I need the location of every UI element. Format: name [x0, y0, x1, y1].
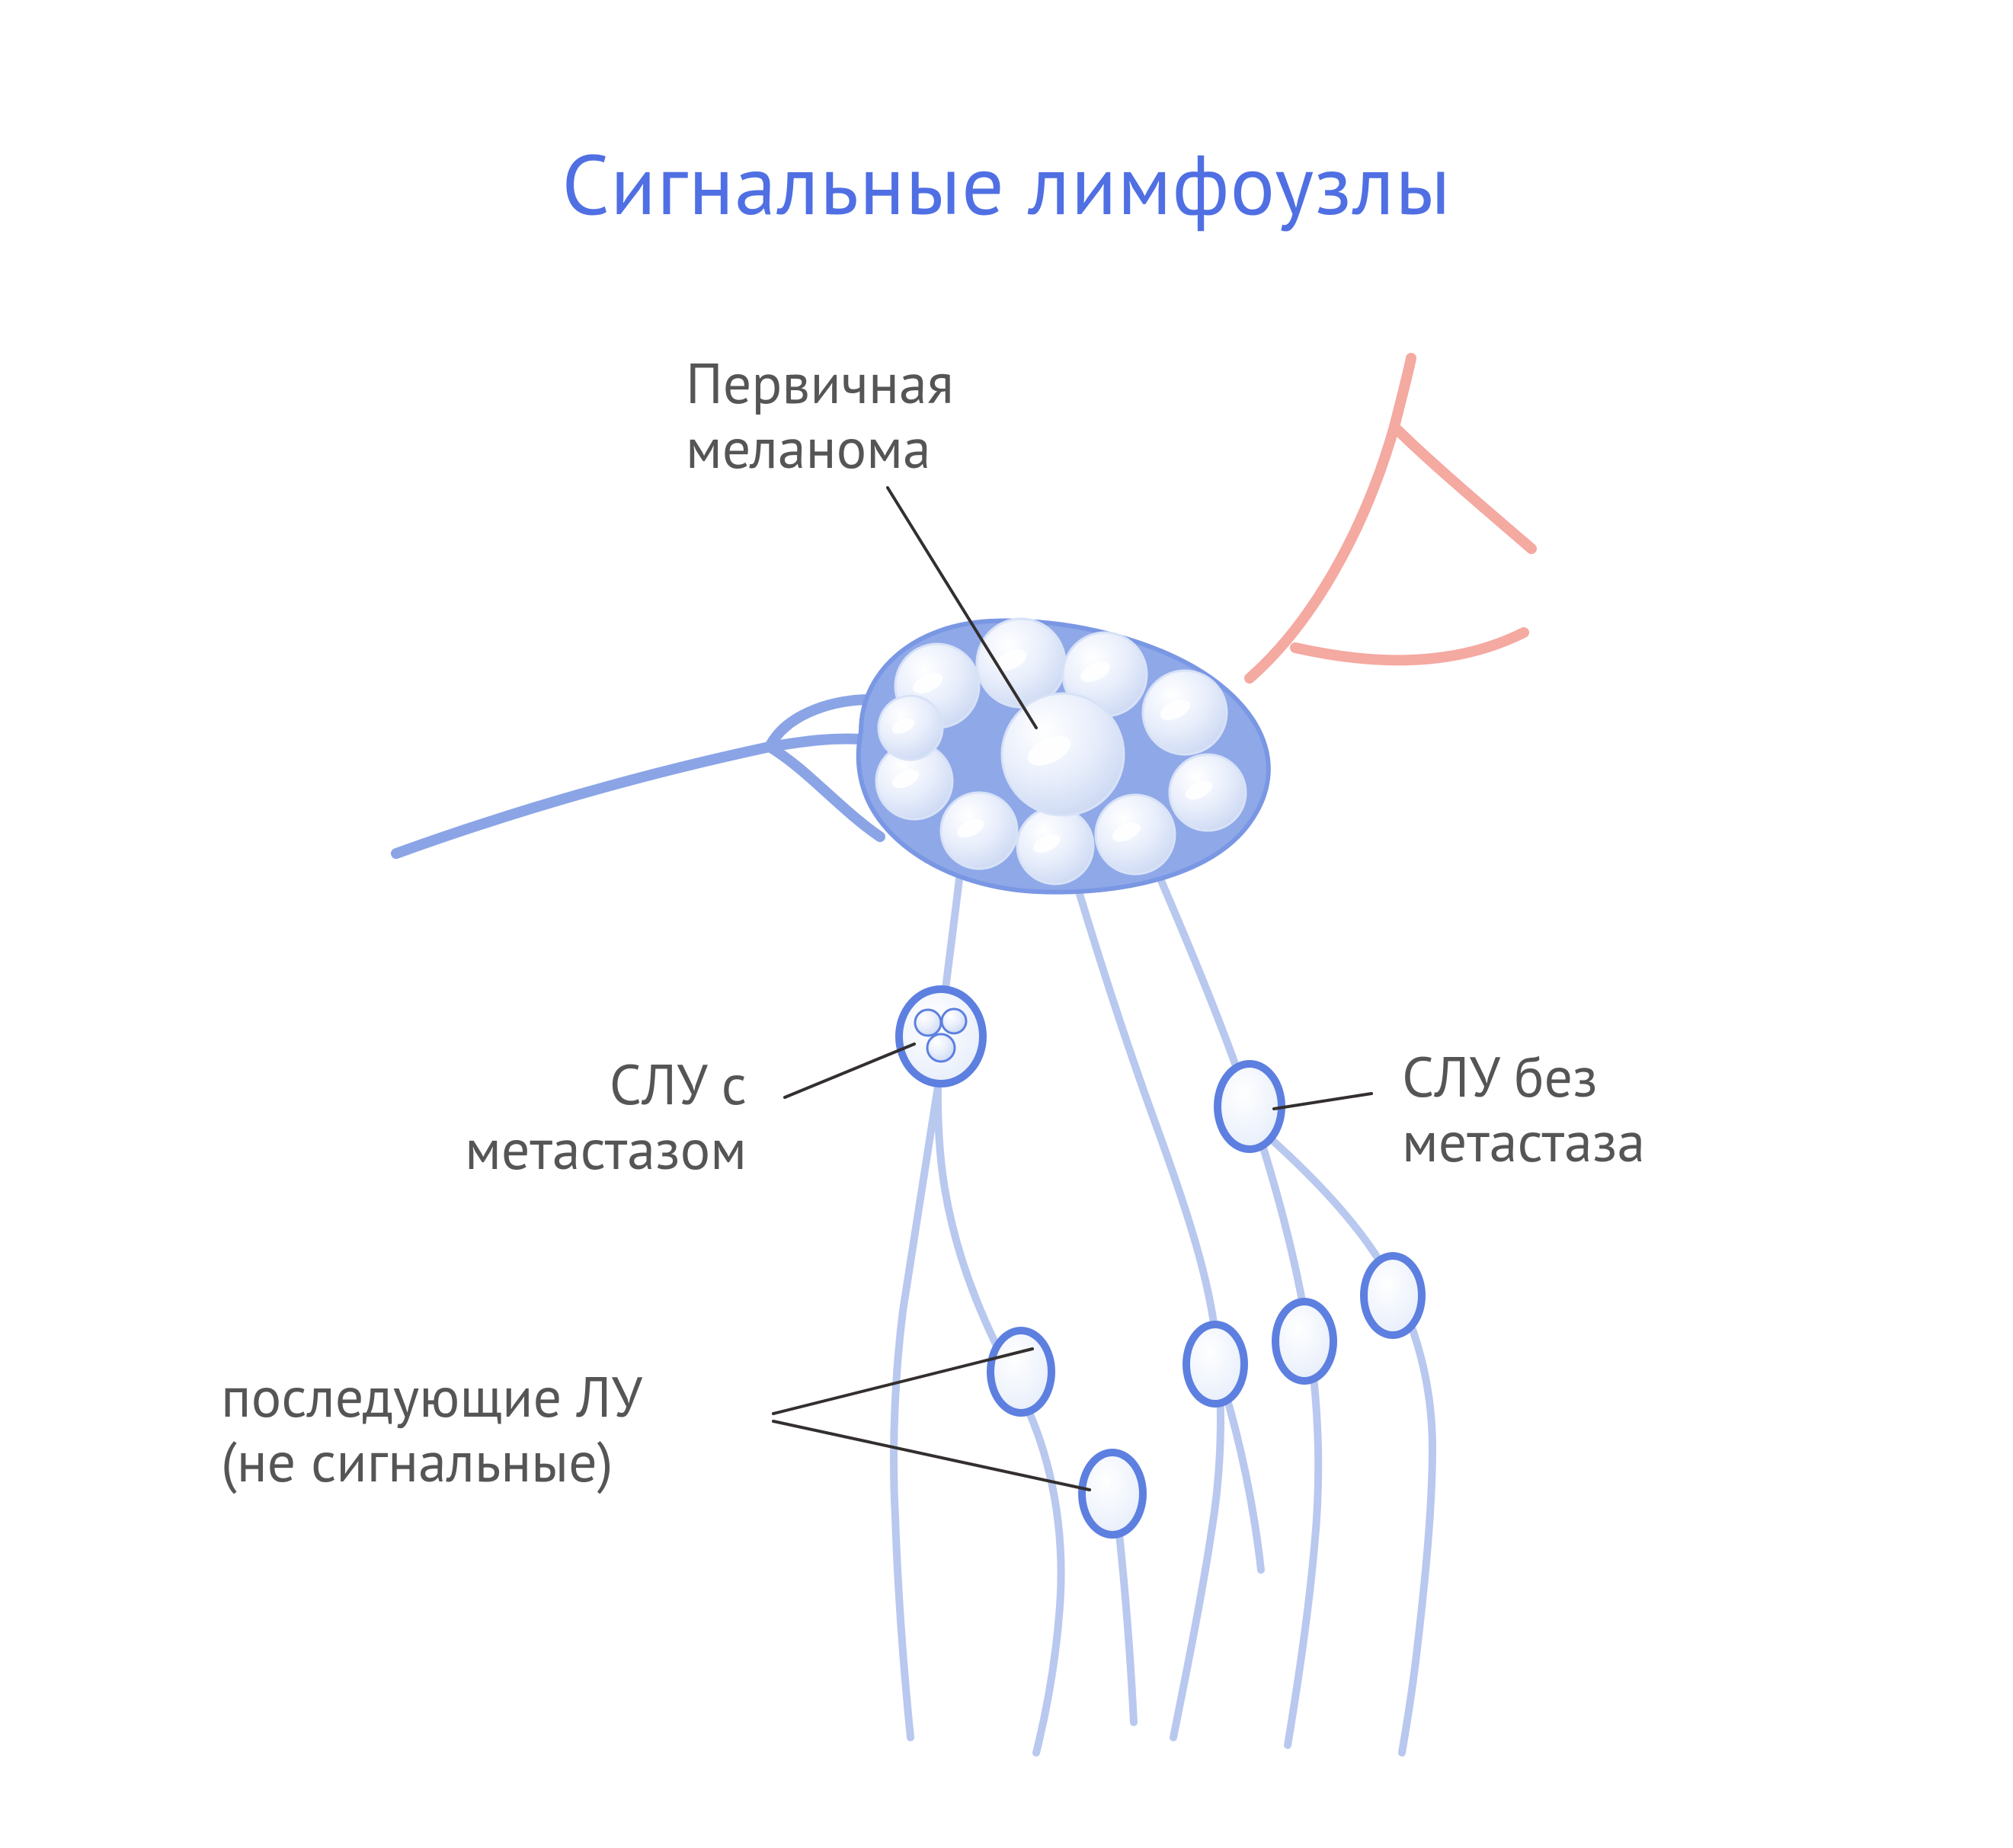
label-primary-melanoma: Первичная меланома: [686, 351, 954, 480]
vessels-red-group: [1250, 358, 1531, 678]
label-sln-without-metastasis: СЛУ без метастаза: [1402, 1044, 1645, 1174]
vessels-blue-group: [396, 700, 880, 854]
label-sln-with-metastasis: СЛУ с метастазом: [411, 1052, 747, 1181]
lymph-nodes-group: [899, 989, 1422, 1535]
primary-tumor-group: [859, 619, 1269, 892]
diagram-svg: [0, 0, 2013, 1848]
label-downstream-nodes: последующие ЛУ (не сигнальные): [221, 1364, 754, 1494]
diagram-title: Сигнальные лимфоузлы: [0, 130, 2013, 238]
lymph-vessels-group: [894, 865, 1432, 1753]
diagram-stage: Сигнальные лимфоузлы Первичная меланома …: [0, 0, 2013, 1848]
